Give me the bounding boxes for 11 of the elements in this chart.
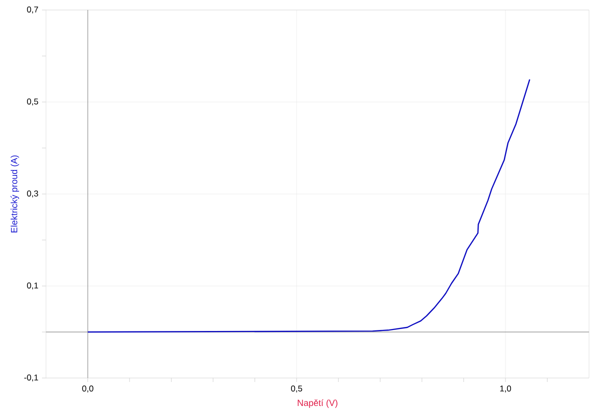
x-tick-label: 0,5	[291, 386, 302, 393]
x-tick-label: 1,0	[500, 386, 512, 393]
x-axis-title: Napětí (V)	[298, 399, 338, 408]
x-tick-label: 0,0	[82, 386, 94, 393]
y-tick-label: 0,3	[27, 190, 38, 198]
y-tick-label: 0,5	[27, 98, 38, 106]
line-series	[87, 78, 530, 333]
y-axis-title: Elektrický proud (A)	[10, 155, 20, 232]
y-tick-label: 0,1	[27, 282, 38, 290]
y-tick-label: -0,1	[24, 374, 38, 382]
y-tick-label: 0,7	[27, 6, 38, 14]
